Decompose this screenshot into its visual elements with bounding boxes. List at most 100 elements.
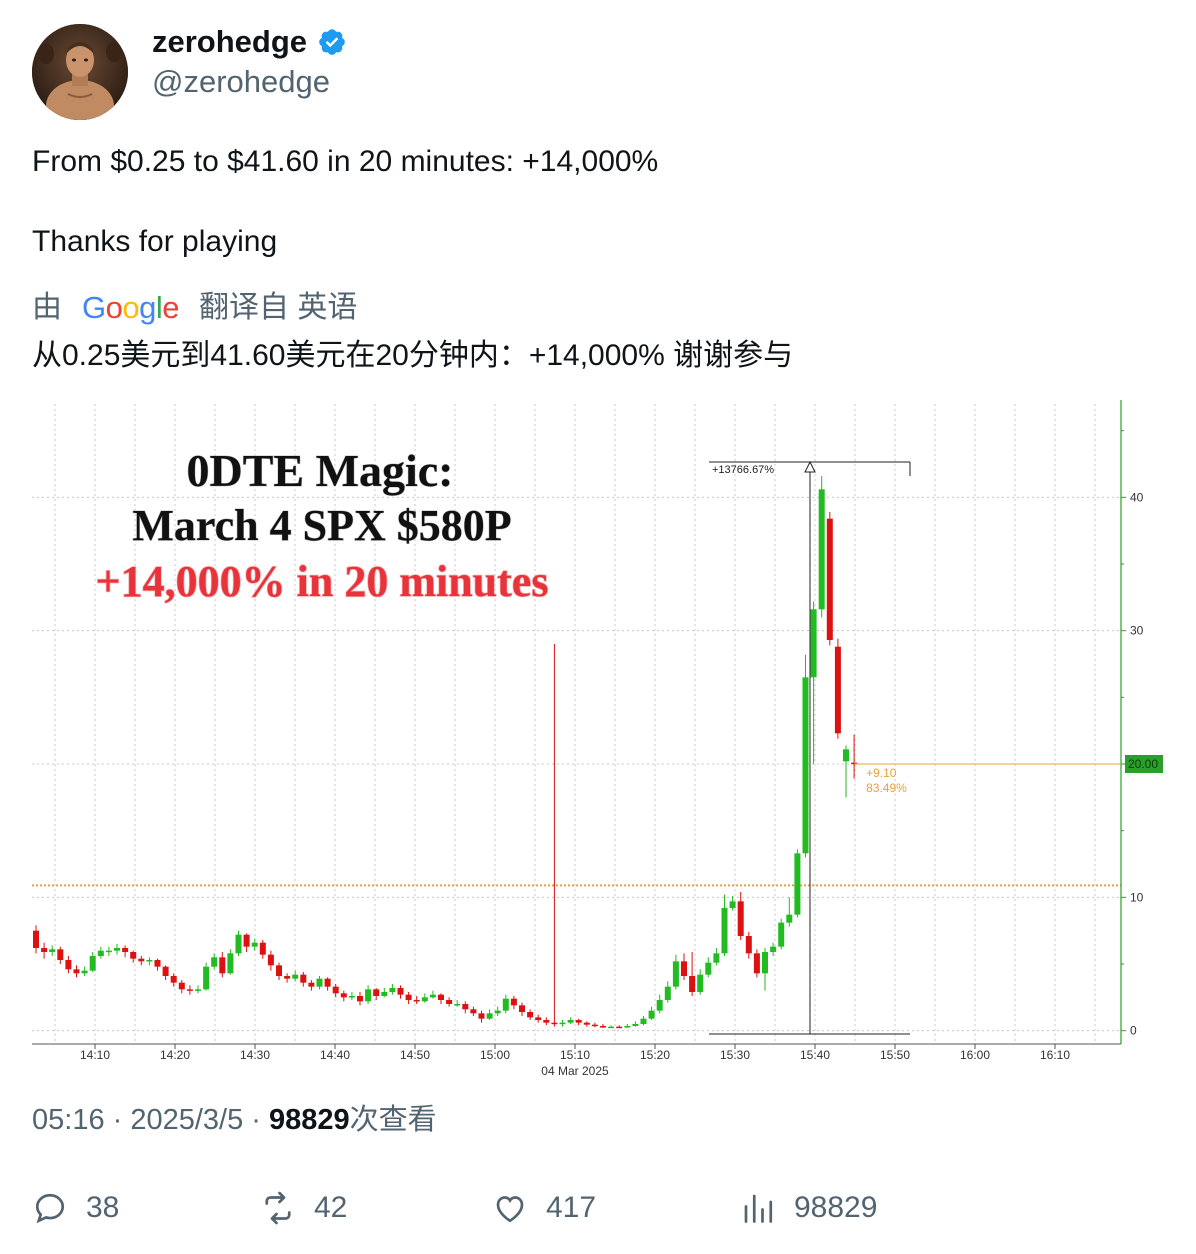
x-tick-label: 15:50 (880, 1048, 910, 1062)
chart-title-line-2: March 4 SPX $580P (132, 501, 511, 550)
y-tick-label: 10 (1130, 890, 1144, 904)
author-handle[interactable]: @zerohedge (152, 64, 330, 99)
candle-body (705, 962, 712, 975)
x-tick-label: 15:40 (800, 1048, 830, 1062)
reply-button[interactable]: 38 (32, 1186, 119, 1230)
candle-body (794, 853, 801, 915)
candle-body (146, 960, 153, 962)
last-price-box (1125, 755, 1163, 773)
author-display-name[interactable]: zerohedge (152, 24, 308, 59)
candle-body (527, 1012, 534, 1018)
tweet-text-line-1: From $0.25 to $41.60 in 20 minutes: +14,… (32, 145, 659, 178)
candle-body (567, 1020, 574, 1023)
candle-body (251, 942, 258, 947)
y-tick-label: 30 (1130, 624, 1144, 638)
candle-body (73, 969, 80, 974)
candle-body (494, 1010, 501, 1014)
candle-body (243, 934, 250, 947)
candle-body (583, 1022, 590, 1025)
views-action-count: 98829 (794, 1191, 878, 1224)
candle-body (616, 1026, 623, 1029)
reply-count: 38 (86, 1191, 120, 1224)
avatar-icon (32, 24, 128, 120)
candle-body (753, 953, 760, 974)
candle-body (818, 489, 825, 610)
chart-axes: 14:10 14:20 14:30 14:40 14:50 15:00 15:10 15:20… (32, 400, 1144, 1062)
candle-body (510, 998, 517, 1006)
candle-body (575, 1020, 582, 1023)
candle-body (600, 1026, 606, 1028)
candle-body (49, 949, 56, 952)
candle-body (97, 950, 104, 956)
retweet-button[interactable]: 42 (260, 1186, 347, 1230)
candle-body (348, 996, 355, 998)
translated-from-label: 翻译自 英语 (199, 291, 358, 324)
change-label: +9.10 (866, 766, 897, 780)
candle-body (778, 922, 785, 947)
candle-body (178, 982, 185, 990)
candle-body (397, 988, 404, 995)
candle-body (33, 930, 39, 948)
change-pct-label: 83.49% (866, 781, 907, 795)
candle-body (843, 749, 849, 762)
candle-body (535, 1017, 542, 1020)
candle-body (332, 986, 339, 994)
x-tick-label: 16:10 (1040, 1048, 1070, 1062)
tweet-timestamp[interactable]: 05:16 · 2025/3/5 · (32, 1104, 269, 1136)
candle-body (834, 646, 841, 734)
candle-body (300, 974, 307, 983)
x-tick-label: 15:20 (640, 1048, 670, 1062)
chart-candles (33, 476, 1121, 1029)
candle-body (721, 908, 728, 954)
candle-body (365, 989, 372, 1002)
candle-body (697, 974, 704, 992)
candle-body (195, 989, 201, 991)
tweet-media-chart[interactable]: 14:10 14:20 14:30 14:40 14:50 15:00 15:10 15:20… (32, 400, 1164, 1082)
views-button[interactable]: 98829 (740, 1186, 877, 1230)
candle-body (826, 518, 833, 640)
candle-body (745, 936, 752, 954)
candle-body (681, 961, 687, 976)
candle-body (454, 1004, 461, 1006)
x-tick-label: 14:40 (320, 1048, 350, 1062)
retweet-icon (265, 1191, 291, 1225)
candle-body (543, 1020, 550, 1023)
candle-body (713, 953, 720, 963)
candle-body (664, 986, 671, 1000)
candle-body (154, 960, 161, 967)
candle-body (405, 994, 412, 1000)
translation-by-label: 由 (32, 291, 62, 324)
candle-body (105, 950, 112, 953)
author-name-row[interactable]: zerohedge (152, 22, 347, 62)
tweet-text-line-2: Thanks for playing (32, 225, 278, 258)
google-logo: Google (82, 290, 180, 325)
candle-body (632, 1024, 639, 1026)
candle-body (389, 988, 396, 992)
analytics-icon (744, 1194, 773, 1223)
candle-body (640, 1018, 647, 1024)
x-date-label: 04 Mar 2025 (541, 1064, 609, 1078)
chart-annotations: 20.00 +13766.67% +9.10 83.49% 04 Mar 202… (541, 460, 1163, 1078)
candle-body (219, 957, 226, 974)
candle-body (551, 1022, 558, 1025)
candle-body (559, 1022, 566, 1025)
candle-body (122, 948, 129, 952)
tweet-actions: 38 42 417 98829 (32, 1186, 1164, 1230)
candle-body (373, 989, 380, 996)
candle-body (130, 952, 137, 959)
candle-body (308, 982, 315, 987)
candle-body (170, 976, 177, 983)
candle-body (737, 901, 744, 936)
x-tick-label: 14:20 (160, 1048, 190, 1062)
candle-body (316, 978, 323, 987)
candle-body (462, 1004, 469, 1010)
candle-body (284, 976, 291, 979)
translation-attribution[interactable]: 由 Google 翻译自 英语 (32, 288, 357, 328)
reply-icon (35, 1193, 65, 1224)
candle-body (235, 934, 242, 954)
x-tick-label: 16:00 (960, 1048, 990, 1062)
avatar[interactable] (32, 24, 128, 120)
candlestick-chart: 14:10 14:20 14:30 14:40 14:50 15:00 15:10 15:20… (32, 400, 1163, 1078)
candle-body (324, 978, 331, 987)
like-button[interactable]: 417 (492, 1186, 596, 1230)
